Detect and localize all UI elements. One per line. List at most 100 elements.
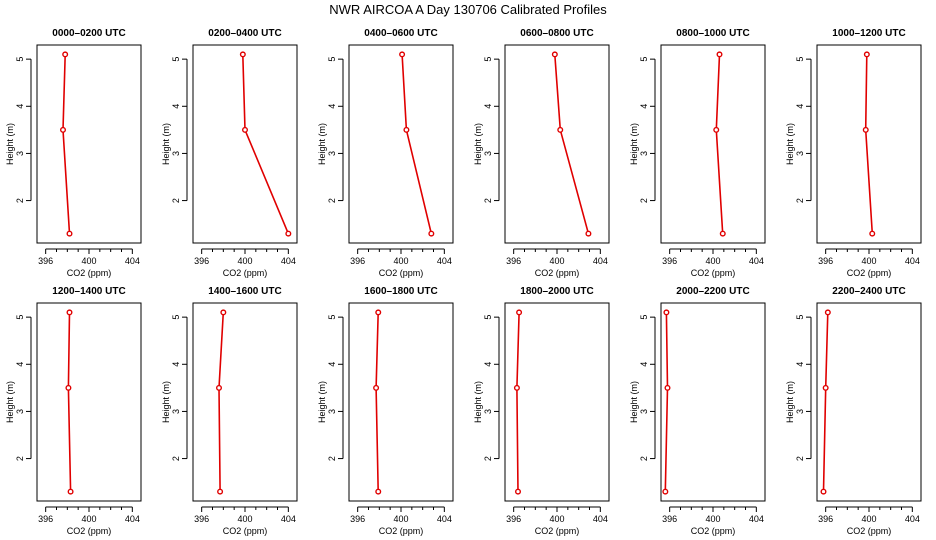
y-axis-label: Height (m) (473, 381, 483, 423)
y-tick-label: 5 (327, 57, 337, 62)
data-point (239, 51, 246, 58)
x-tick-label: 396 (194, 256, 209, 266)
plot-frame (816, 302, 922, 502)
x-tick-label: 396 (38, 514, 53, 524)
y-tick-label: 2 (327, 456, 337, 461)
x-axis-label: CO2 (ppm) (223, 526, 268, 536)
x-tick-label: 396 (818, 514, 833, 524)
data-point (822, 384, 829, 391)
x-tick-label: 400 (861, 256, 876, 266)
plot-frame (816, 44, 922, 244)
y-tick-label: 5 (171, 57, 181, 62)
data-point (285, 230, 292, 237)
y-tick-label: 2 (15, 456, 25, 461)
data-point (663, 309, 670, 316)
x-axis-label: CO2 (ppm) (847, 526, 892, 536)
x-tick-label: 404 (281, 514, 296, 524)
panel-10: 1800–2000 UTC 396 400 404 CO2 (ppm) 2 3 4 5 Heigh… (473, 286, 610, 536)
y-tick-label: 4 (327, 362, 337, 367)
y-tick-label: 5 (15, 57, 25, 62)
panel-title: 1400–1600 UTC (208, 286, 281, 297)
data-point (719, 230, 726, 237)
panel-6: 1000–1200 UTC 396 400 404 CO2 (ppm) 2 3 4 5 Heigh… (785, 28, 922, 278)
profile-line (715, 54, 724, 234)
y-tick-label: 3 (483, 151, 493, 156)
x-axis-label: CO2 (ppm) (847, 268, 892, 278)
y-axis-label: Height (m) (473, 123, 483, 165)
data-point (373, 384, 380, 391)
data-point (241, 126, 248, 133)
y-tick-label: 5 (795, 315, 805, 320)
panel-7: 1200–1400 UTC 396 400 404 CO2 (ppm) 2 3 4 5 Heigh… (5, 286, 142, 536)
data-point (215, 384, 222, 391)
x-tick-label: 404 (125, 514, 140, 524)
y-tick-label: 2 (15, 198, 25, 203)
y-tick-label: 5 (483, 57, 493, 62)
y-axis-label: Height (m) (317, 123, 327, 165)
data-point (66, 230, 73, 237)
y-tick-label: 3 (795, 409, 805, 414)
panel-4: 0600–0800 UTC 396 400 404 CO2 (ppm) 2 3 4 5 Heigh… (473, 28, 610, 278)
x-tick-label: 404 (905, 514, 920, 524)
x-tick-label: 396 (506, 514, 521, 524)
data-point (585, 230, 592, 237)
plot-frame (504, 302, 610, 502)
x-tick-label: 396 (818, 256, 833, 266)
x-tick-label: 404 (749, 256, 764, 266)
x-tick-label: 400 (705, 514, 720, 524)
y-tick-label: 3 (639, 151, 649, 156)
data-point (60, 126, 67, 133)
y-tick-label: 3 (327, 151, 337, 156)
y-tick-label: 4 (171, 362, 181, 367)
data-point (713, 126, 720, 133)
panel-8: 1400–1600 UTC 396 400 404 CO2 (ppm) 2 3 4 5 Heigh… (161, 286, 298, 536)
x-tick-label: 400 (81, 514, 96, 524)
data-point (220, 309, 227, 316)
y-tick-label: 4 (795, 104, 805, 109)
data-point (664, 384, 671, 391)
x-tick-label: 404 (905, 256, 920, 266)
x-tick-label: 404 (593, 514, 608, 524)
y-tick-label: 4 (639, 104, 649, 109)
y-axis-label: Height (m) (161, 381, 171, 423)
panel-12: 2200–2400 UTC 396 400 404 CO2 (ppm) 2 3 4 5 Heigh… (785, 286, 922, 536)
x-axis-label: CO2 (ppm) (67, 268, 112, 278)
panel-11: 2000–2200 UTC 396 400 404 CO2 (ppm) 2 3 4 5 Heigh… (629, 286, 766, 536)
panel-title: 0800–1000 UTC (676, 28, 749, 39)
plot-frame (36, 302, 142, 502)
y-tick-label: 4 (483, 362, 493, 367)
x-axis-label: CO2 (ppm) (535, 526, 580, 536)
x-tick-label: 400 (393, 514, 408, 524)
panel-2: 0200–0400 UTC 396 400 404 CO2 (ppm) 2 3 4 5 Heigh… (161, 28, 298, 278)
plot-frame (348, 302, 454, 502)
x-axis-label: CO2 (ppm) (691, 526, 736, 536)
y-tick-label: 5 (639, 57, 649, 62)
data-point (557, 126, 564, 133)
x-tick-label: 404 (749, 514, 764, 524)
data-point (62, 51, 69, 58)
panel-title: 1200–1400 UTC (52, 286, 125, 297)
profile-line (375, 312, 379, 492)
panel-9: 1600–1800 UTC 396 400 404 CO2 (ppm) 2 3 4 5 Heigh… (317, 286, 454, 536)
profile-line (864, 54, 874, 234)
x-tick-label: 400 (81, 256, 96, 266)
panel-5: 0800–1000 UTC 396 400 404 CO2 (ppm) 2 3 4 5 Heigh… (629, 28, 766, 278)
profile-line (62, 54, 71, 234)
y-tick-label: 2 (639, 456, 649, 461)
x-axis-label: CO2 (ppm) (379, 268, 424, 278)
x-axis-label: CO2 (ppm) (535, 268, 580, 278)
y-tick-label: 4 (639, 362, 649, 367)
data-point (716, 51, 723, 58)
panel-title: 2000–2200 UTC (676, 286, 749, 297)
y-axis-label: Height (m) (785, 381, 795, 423)
y-tick-label: 4 (483, 104, 493, 109)
x-tick-label: 400 (237, 256, 252, 266)
y-tick-label: 3 (795, 151, 805, 156)
panel-title: 0200–0400 UTC (208, 28, 281, 39)
data-point (515, 488, 522, 495)
profile-panels: 0000–0200 UTC 396 400 404 CO2 (ppm) 2 3 4 5 Heigh… (5, 28, 922, 536)
plot-frame (504, 44, 610, 244)
x-tick-label: 400 (393, 256, 408, 266)
plot-frame (348, 44, 454, 244)
x-tick-label: 396 (506, 256, 521, 266)
